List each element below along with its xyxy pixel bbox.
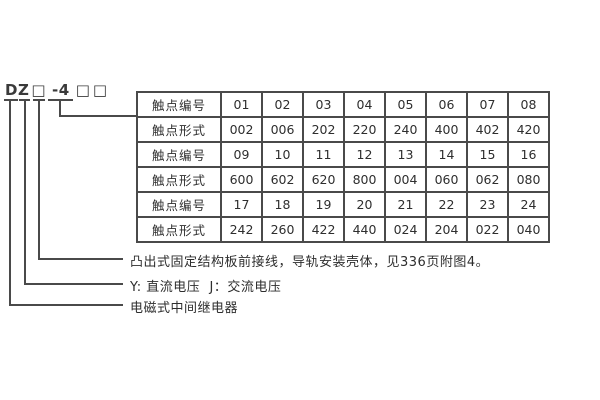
table-row: 触点编号 17 18 19 20 21 22 23 24: [136, 191, 550, 218]
connector-line-voltage: [24, 99, 26, 285]
table-cell: 202: [302, 116, 345, 143]
table-cell: 420: [507, 116, 550, 143]
connector-line-contacts: [59, 99, 61, 117]
note-mounting: 凸出式固定结构板前接线，导轨安装壳体，见336页附图4。: [130, 255, 490, 270]
table-cell: 400: [425, 116, 468, 143]
table-cell: 600: [220, 166, 263, 193]
connector-line-mounting: [38, 99, 40, 260]
table-cell: 260: [261, 216, 304, 243]
table-cell: 06: [425, 91, 468, 118]
connector-elbow-mounting: [38, 258, 123, 260]
table-row: 触点形式 002 006 202 220 240 400 402 420: [136, 116, 550, 143]
table-cell: 440: [343, 216, 386, 243]
table-cell: 12: [343, 141, 386, 168]
table-row: 触点形式 242 260 422 440 024 204 022 040: [136, 216, 550, 243]
table-cell: 07: [466, 91, 509, 118]
table-cell: 024: [384, 216, 427, 243]
table-cell: 17: [220, 191, 263, 218]
table-cell: 04: [343, 91, 386, 118]
connector-elbow-voltage: [24, 283, 123, 285]
table-cell: 040: [507, 216, 550, 243]
row-label: 触点编号: [136, 91, 222, 118]
table-cell: 22: [425, 191, 468, 218]
table-cell: 002: [220, 116, 263, 143]
table-cell: 09: [220, 141, 263, 168]
table-cell: 20: [343, 191, 386, 218]
row-label: 触点编号: [136, 141, 222, 168]
table-cell: 10: [261, 141, 304, 168]
table-cell: 08: [507, 91, 550, 118]
table-cell: 03: [302, 91, 345, 118]
table-cell: 01: [220, 91, 263, 118]
table-cell: 080: [507, 166, 550, 193]
table-cell: 422: [302, 216, 345, 243]
row-label: 触点形式: [136, 216, 222, 243]
table-cell: 204: [425, 216, 468, 243]
model-code-prefix: DZ: [5, 81, 30, 99]
tick-line-1: [4, 99, 18, 101]
table-cell: 14: [425, 141, 468, 168]
row-label: 触点形式: [136, 166, 222, 193]
table-cell: 21: [384, 191, 427, 218]
table-cell: 240: [384, 116, 427, 143]
table-cell: 11: [302, 141, 345, 168]
model-code-box-2: □□: [75, 81, 111, 99]
table-cell: 602: [261, 166, 304, 193]
table-cell: 022: [466, 216, 509, 243]
table-cell: 15: [466, 141, 509, 168]
table-row: 触点编号 09 10 11 12 13 14 15 16: [136, 141, 550, 168]
table-cell: 800: [343, 166, 386, 193]
table-cell: 620: [302, 166, 345, 193]
table-row: 触点形式 600 602 620 800 004 060 062 080: [136, 166, 550, 193]
table-cell: 220: [343, 116, 386, 143]
contact-table-wrapper: 触点编号 01 02 03 04 05 06 07 08 触点形式 002 00…: [136, 91, 550, 243]
table-cell: 19: [302, 191, 345, 218]
connector-elbow-type: [9, 304, 123, 306]
table-cell: 004: [384, 166, 427, 193]
table-cell: 060: [425, 166, 468, 193]
row-label: 触点编号: [136, 191, 222, 218]
table-cell: 242: [220, 216, 263, 243]
table-cell: 18: [261, 191, 304, 218]
model-code: DZ □ -4 □□: [5, 81, 110, 99]
table-cell: 24: [507, 191, 550, 218]
model-code-dash4: -4: [52, 81, 70, 99]
table-cell: 13: [384, 141, 427, 168]
contact-table: 触点编号 01 02 03 04 05 06 07 08 触点形式 002 00…: [136, 91, 550, 243]
model-code-box-1: □: [31, 81, 47, 99]
table-cell: 402: [466, 116, 509, 143]
note-relay-type: 电磁式中间继电器: [130, 301, 239, 316]
table-cell: 23: [466, 191, 509, 218]
row-label: 触点形式: [136, 116, 222, 143]
table-row: 触点编号 01 02 03 04 05 06 07 08: [136, 91, 550, 118]
table-cell: 062: [466, 166, 509, 193]
note-voltage: Y: 直流电压 J：交流电压: [130, 280, 282, 295]
table-cell: 05: [384, 91, 427, 118]
connector-elbow-contacts: [59, 115, 136, 117]
table-cell: 02: [261, 91, 304, 118]
table-cell: 006: [261, 116, 304, 143]
table-cell: 16: [507, 141, 550, 168]
connector-line-type: [9, 99, 11, 306]
